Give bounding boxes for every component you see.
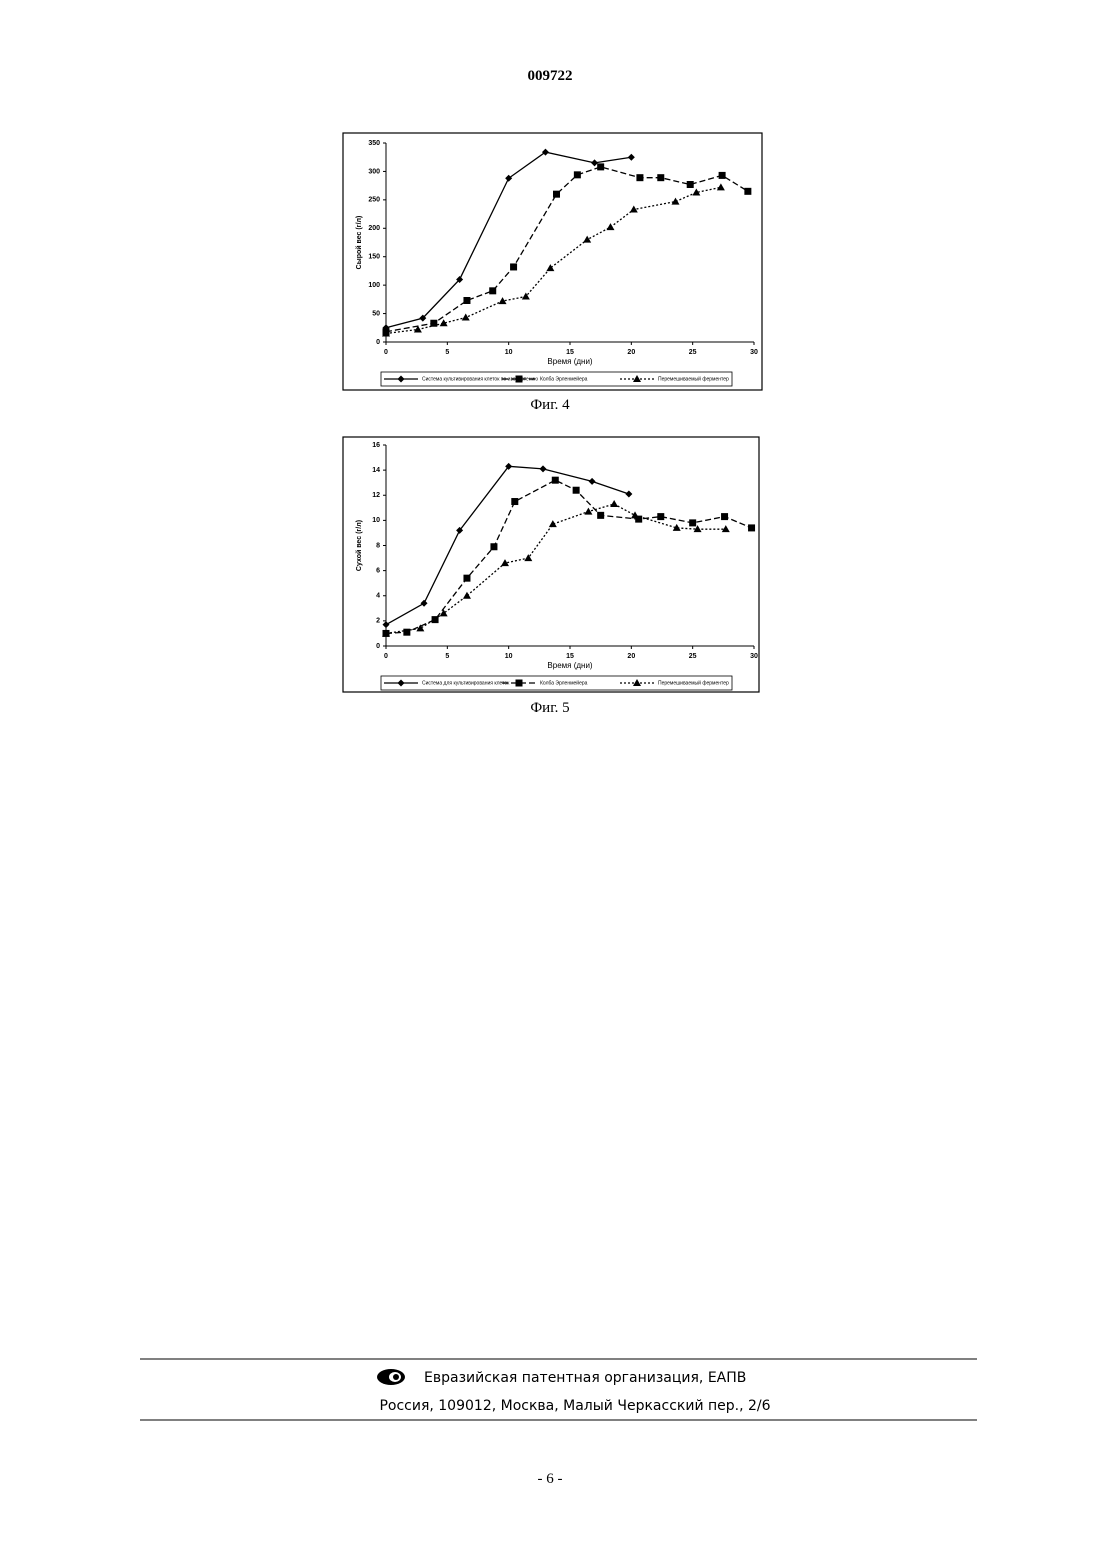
x-tick-label: 20 <box>627 349 635 356</box>
y-tick-label: 14 <box>372 467 380 474</box>
x-tick-label: 0 <box>384 349 388 356</box>
x-tick-label: 25 <box>689 349 697 356</box>
page-number: - 6 - <box>538 1471 563 1487</box>
x-tick-label: 15 <box>566 349 574 356</box>
y-tick-label: 100 <box>368 282 380 289</box>
y-tick-label: 6 <box>376 567 380 574</box>
legend-label: Перемешиваемый ферментер <box>658 375 729 382</box>
y-tick-label: 200 <box>368 225 380 232</box>
marker <box>719 172 726 179</box>
marker <box>597 512 604 519</box>
marker <box>597 163 604 170</box>
marker <box>463 297 470 304</box>
y-tick-label: 0 <box>376 339 380 346</box>
marker <box>463 575 470 582</box>
marker <box>721 513 728 520</box>
marker <box>574 171 581 178</box>
marker <box>510 263 517 270</box>
y-tick-label: 350 <box>368 140 380 147</box>
y-tick-label: 2 <box>376 618 380 625</box>
marker <box>489 287 496 294</box>
y-axis-label: Сухой вес (г/л) <box>355 520 363 571</box>
marker <box>573 487 580 494</box>
marker <box>511 498 518 505</box>
y-tick-label: 8 <box>376 542 380 549</box>
x-tick-label: 0 <box>384 653 388 660</box>
marker <box>748 524 755 531</box>
x-tick-label: 15 <box>566 653 574 660</box>
marker <box>516 680 523 687</box>
x-axis-label: Время (дни) <box>547 357 593 366</box>
chart-frame <box>343 437 759 692</box>
y-tick-label: 50 <box>372 310 380 317</box>
y-tick-label: 16 <box>372 442 380 449</box>
marker <box>744 188 751 195</box>
y-tick-label: 250 <box>368 197 380 204</box>
x-tick-label: 5 <box>445 653 449 660</box>
y-tick-label: 300 <box>368 168 380 175</box>
marker <box>636 174 643 181</box>
y-tick-label: 150 <box>368 254 380 261</box>
chart: 0 50 100 150 200 250 300 350 0 5 10 15 20 25 30 Время (… <box>343 133 762 390</box>
legend-label: Колба Эрленмейера <box>540 375 588 382</box>
marker <box>553 191 560 198</box>
y-tick-label: 4 <box>376 593 380 600</box>
y-tick-label: 12 <box>372 492 380 499</box>
marker <box>657 174 664 181</box>
patent-number: 009722 <box>528 68 573 84</box>
logo <box>377 1369 405 1385</box>
figure-caption: Фиг. 5 <box>530 700 569 716</box>
x-axis-label: Время (дни) <box>547 661 593 670</box>
marker <box>552 477 559 484</box>
marker <box>516 376 523 383</box>
legend-label: Перемешиваемый ферментер <box>658 679 729 686</box>
marker <box>687 181 694 188</box>
x-tick-label: 30 <box>750 653 758 660</box>
marker <box>689 519 696 526</box>
figure-caption: Фиг. 4 <box>530 397 570 413</box>
x-tick-label: 5 <box>445 349 449 356</box>
legend-label: Система для культивирования клеток <box>422 680 510 686</box>
footer-address: Россия, 109012, Москва, Малый Черкасский… <box>379 1398 770 1414</box>
chart: 0 2 4 6 8 10 12 14 16 0 5 10 15 20 25 30 Время (дни) Сухо… <box>343 437 759 692</box>
y-axis-label: Сырой вес (г/л) <box>355 216 363 270</box>
chart-frame <box>343 133 762 390</box>
y-tick-label: 10 <box>372 517 380 524</box>
legend-label: Колба Эрленмейера <box>540 679 588 686</box>
x-tick-label: 10 <box>505 653 513 660</box>
x-tick-label: 20 <box>627 653 635 660</box>
page: 009722 Фиг. 4 Фиг. 5 Евразийская патентн… <box>0 0 1100 1556</box>
x-tick-label: 25 <box>689 653 697 660</box>
marker <box>657 513 664 520</box>
y-tick-label: 0 <box>376 643 380 650</box>
marker <box>490 543 497 550</box>
x-tick-label: 10 <box>505 349 513 356</box>
marker <box>432 616 439 623</box>
x-tick-label: 30 <box>750 349 758 356</box>
footer-organization: Евразийская патентная организация, ЕАПВ <box>424 1370 746 1386</box>
